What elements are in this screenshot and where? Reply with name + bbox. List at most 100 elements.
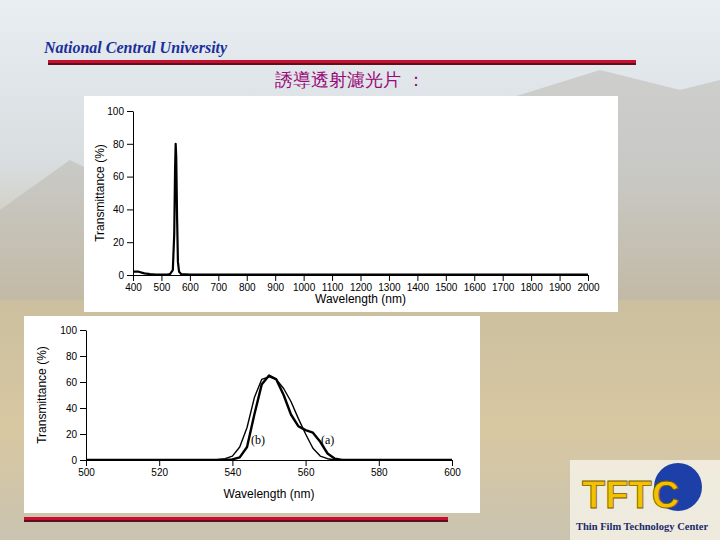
y-tick: 80 <box>113 139 133 150</box>
y-tick: 40 <box>113 204 133 215</box>
x-tick-mark <box>379 460 380 466</box>
x-tick: 1500 <box>435 275 458 293</box>
x-tick-mark <box>304 275 305 281</box>
x-tick-mark <box>503 275 504 281</box>
y-tick-label: 0 <box>71 455 77 466</box>
x-tick: 900 <box>267 275 284 293</box>
slide: National Central University 誘導透射濾光片 ： TFTC… <box>0 0 720 540</box>
x-tick: 520 <box>151 460 168 478</box>
y-tick-label: 40 <box>113 204 125 215</box>
x-tick-label: 1900 <box>549 282 572 293</box>
y-axis-line <box>133 112 134 276</box>
y-tick-mark <box>127 144 133 145</box>
y-tick-mark <box>127 177 133 178</box>
x-tick-label: 1700 <box>492 282 515 293</box>
x-tick: 1700 <box>492 275 515 293</box>
curve-label: (b) <box>251 433 265 447</box>
y-tick-mark <box>80 460 86 461</box>
x-tick: 1300 <box>378 275 401 293</box>
y-tick: 80 <box>66 351 86 362</box>
x-tick-label: 400 <box>125 282 142 293</box>
y-tick-mark <box>80 330 86 331</box>
y-tick: 100 <box>60 325 86 336</box>
y-tick: 60 <box>66 377 86 388</box>
x-tick-mark <box>159 460 160 466</box>
logo: TFTC <box>582 474 679 516</box>
x-tick-label: 1400 <box>407 282 430 293</box>
x-tick: 800 <box>239 275 256 293</box>
x-tick-label: 540 <box>225 467 242 478</box>
x-tick: 1000 <box>293 275 316 293</box>
x-tick-label: 500 <box>154 282 171 293</box>
x-tick-label: 1500 <box>435 282 458 293</box>
x-tick-mark <box>588 275 589 281</box>
series-line <box>86 376 452 461</box>
x-tick: 580 <box>371 460 388 478</box>
x-tick: 600 <box>182 275 199 293</box>
y-tick: 60 <box>113 171 133 182</box>
y-tick-mark <box>80 408 86 409</box>
x-tick-label: 500 <box>78 467 95 478</box>
y-tick-mark <box>80 434 86 435</box>
x-tick-mark <box>446 275 447 281</box>
footer-rule <box>24 517 448 520</box>
series-line <box>86 377 452 460</box>
x-tick-mark <box>560 275 561 281</box>
x-tick-label: 560 <box>298 467 315 478</box>
x-tick-label: 800 <box>239 282 256 293</box>
x-tick: 540 <box>225 460 242 478</box>
x-tick-label: 2000 <box>577 282 600 293</box>
y-tick: 40 <box>66 403 86 414</box>
x-tick-mark <box>417 275 418 281</box>
institution: National Central University <box>43 39 228 57</box>
y-tick: 0 <box>71 455 86 466</box>
y-axis: 020406080100 <box>107 106 133 281</box>
x-tick: 700 <box>210 275 227 293</box>
y-axis-title: Transmittance (%) <box>93 144 107 242</box>
y-tick-label: 20 <box>113 237 125 248</box>
x-tick-label: 900 <box>267 282 284 293</box>
x-tick-mark <box>474 275 475 281</box>
y-tick-mark <box>127 111 133 112</box>
x-axis-title: Wavelength (nm) <box>315 292 406 306</box>
x-tick-mark <box>86 460 87 466</box>
series-line <box>133 144 588 275</box>
y-tick-label: 40 <box>66 403 78 414</box>
y-tick-label: 80 <box>113 139 125 150</box>
y-tick: 20 <box>66 429 86 440</box>
x-tick: 2000 <box>577 275 600 293</box>
x-tick: 1800 <box>521 275 544 293</box>
plot-area <box>133 144 588 275</box>
x-tick-mark <box>161 275 162 281</box>
background <box>0 0 720 540</box>
x-tick: 1600 <box>464 275 487 293</box>
x-tick-mark <box>218 275 219 281</box>
x-tick-mark <box>389 275 390 281</box>
slide-title: 誘導透射濾光片 ： <box>275 69 425 90</box>
y-tick-mark <box>127 275 133 276</box>
y-tick-mark <box>80 382 86 383</box>
x-tick-mark <box>275 275 276 281</box>
x-tick-label: 1600 <box>464 282 487 293</box>
x-tick: 400 <box>125 275 142 293</box>
y-tick-mark <box>127 242 133 243</box>
x-tick-mark <box>133 275 134 281</box>
y-tick-mark <box>80 356 86 357</box>
y-tick-label: 60 <box>113 171 125 182</box>
x-tick-mark <box>247 275 248 281</box>
header-rule <box>48 60 636 63</box>
chart-panel <box>24 316 480 513</box>
x-tick-mark <box>306 460 307 466</box>
x-tick-label: 700 <box>210 282 227 293</box>
y-tick-label: 80 <box>66 351 78 362</box>
x-tick-label: 520 <box>151 467 168 478</box>
x-tick: 500 <box>154 275 171 293</box>
y-tick: 0 <box>118 270 133 281</box>
x-tick: 1400 <box>407 275 430 293</box>
x-tick-mark <box>332 275 333 281</box>
logo-ground <box>570 460 720 540</box>
chart-panel <box>84 96 618 312</box>
x-tick: 560 <box>298 460 315 478</box>
x-tick: 500 <box>78 460 95 478</box>
x-tick-label: 1000 <box>293 282 316 293</box>
